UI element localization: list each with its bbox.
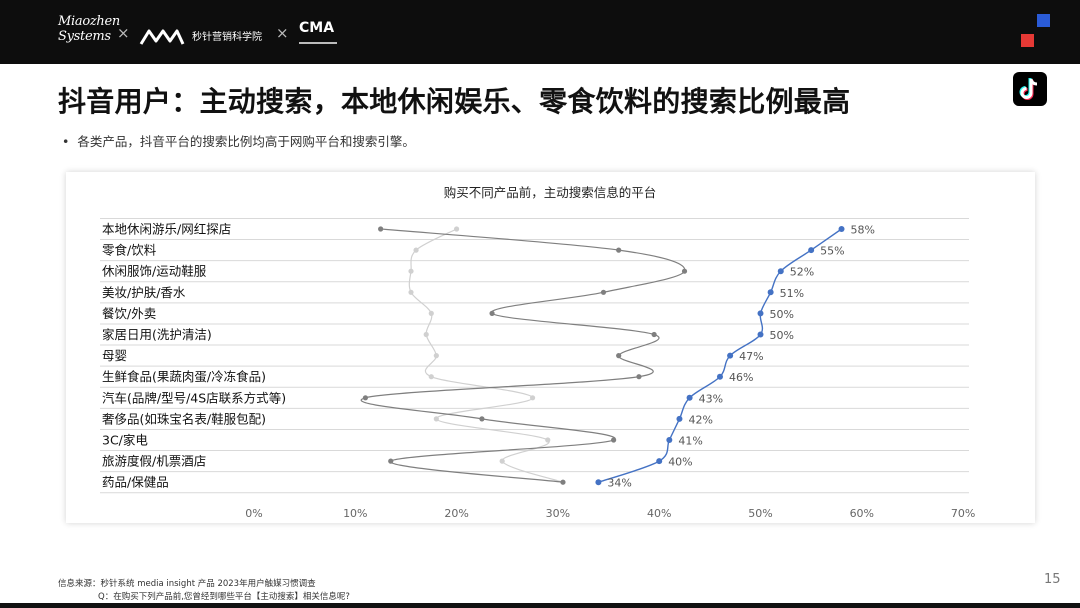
category-label: 家居日用(洗护清洁) [102,327,212,342]
data-point [681,268,688,274]
series-line [360,228,686,483]
data-point [529,395,536,401]
x-tick-label: 40% [647,507,671,520]
data-label: 43% [699,392,723,405]
separator-x-2: × [276,24,289,42]
category-label: 奢侈品(如珠宝名表/鞋服包配) [102,411,266,426]
bullet-dot: • [62,134,78,149]
x-tick-label: 0% [245,507,262,520]
category-label: 旅游度假/机票酒店 [102,454,206,469]
data-point [362,395,369,401]
data-point [616,247,622,253]
data-point [656,458,663,465]
data-point [727,352,734,359]
category-label: 餐饮/外卖 [102,306,156,321]
data-point [378,226,384,232]
category-label: 药品/保健品 [102,475,169,490]
x-tick-label: 20% [444,507,468,520]
category-label: 本地休闲游乐/网红探店 [102,222,231,237]
data-label: 55% [820,245,844,258]
data-point [611,437,617,443]
data-point [413,247,419,253]
series-line [408,228,564,483]
data-point [408,268,414,274]
data-point [767,289,774,296]
category-label: 休闲服饰/运动鞋服 [102,264,207,279]
data-point [600,289,607,295]
tiktok-logo-icon [1013,72,1047,106]
category-label: 汽车(品牌/型号/4S店联系方式等) [102,390,286,405]
separator-x-1: × [117,24,130,42]
data-point [757,310,764,317]
logo-line1: Miaozhen [58,14,120,29]
chart-title: 购买不同产品前，主动搜索信息的平台 [444,185,657,200]
data-point [489,310,495,316]
data-point [757,331,764,338]
logo-line2: Systems [58,29,111,44]
cma-logo: CMA [299,20,335,36]
data-point [676,415,683,422]
data-point [423,331,429,338]
data-label: 41% [678,435,702,448]
data-label: 50% [770,308,794,321]
top-bar: Miaozhen Systems × 秒针营销科学院 × CMA [0,0,1080,64]
category-label: 3C/家电 [102,433,148,448]
cma-logo-subtext-icon [299,42,337,44]
data-point [560,479,566,485]
x-tick-label: 50% [748,507,772,520]
data-point [636,374,642,380]
x-tick-label: 60% [850,507,874,520]
data-label: 51% [780,287,804,300]
bullet-text: 各类产品，抖音平台的搜索比例均高于网购平台和搜索引擎。 [77,134,415,149]
footer-question: Q：在购买下列产品前,您曾经到哪些平台【主动搜索】相关信息呢? [98,592,350,602]
data-label: 52% [790,266,814,279]
chart-card: 购买不同产品前，主动搜索信息的平台本地休闲游乐/网红探店 零食/饮料休闲服饰/运动… [66,172,1035,523]
data-point [479,416,485,422]
data-point [716,373,723,380]
bottom-bar [0,603,1080,608]
data-point [651,331,657,338]
data-point [388,458,394,464]
category-label: 美妆/护肤/香水 [102,285,186,300]
data-point [777,268,784,275]
x-tick-label: 10% [343,507,367,520]
data-label: 46% [729,371,753,384]
academy-logo-icon [139,29,185,45]
data-point [433,416,439,422]
page-title: 抖音用户：主动搜索，本地休闲娱乐、零食饮料的搜索比例最高 [58,85,851,118]
blue-square-decoration [1037,14,1050,27]
footer-source: 信息来源：秒针系统 media insight 产品 2023年用户触媒习惯调查 [58,579,316,589]
data-point [666,437,673,443]
page-number: 15 [1044,572,1061,587]
miaozhen-logo: Miaozhen Systems [58,14,120,44]
data-point [616,353,622,359]
data-point [499,458,505,464]
x-tick-label: 70% [951,507,975,520]
bullet-point: • 各类产品，抖音平台的搜索比例均高于网购平台和搜索引擎。 [62,131,415,150]
category-label: 零食/饮料 [102,243,157,258]
data-label: 34% [607,477,631,490]
academy-name: 秒针营销科学院 [192,32,262,43]
red-square-decoration [1021,34,1034,47]
data-point [433,353,439,359]
data-label: 47% [739,350,763,363]
data-point [428,310,434,316]
data-point [428,374,434,380]
data-label: 58% [851,224,875,237]
category-label: 母婴 [102,348,127,363]
x-tick-label: 30% [546,507,570,520]
data-label: 40% [668,456,692,469]
data-point [686,394,693,401]
data-point [408,289,414,295]
line-chart: 购买不同产品前，主动搜索信息的平台本地休闲游乐/网红探店零食/饮料休闲服饰/运动… [100,185,975,520]
data-point [545,437,551,443]
data-point [595,479,602,486]
data-point [454,226,460,232]
data-point [838,226,845,232]
data-label: 50% [770,329,794,342]
data-label: 42% [688,413,712,426]
data-point [808,247,815,254]
category-label: 生鲜食品(果蔬肉蛋/冷冻食品) [102,369,266,384]
